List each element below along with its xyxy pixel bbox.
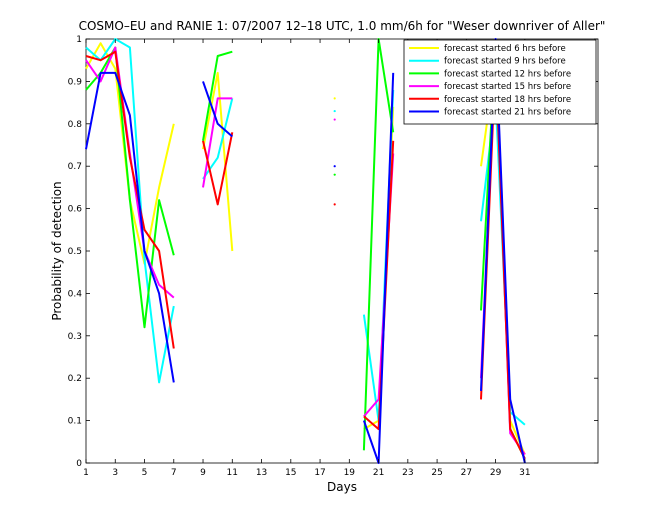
x-tick-label: 25 xyxy=(431,468,442,478)
y-tick-label: 0.1 xyxy=(68,417,82,427)
legend-entry: forecast started 15 hrs before xyxy=(444,82,571,92)
x-tick-label: 5 xyxy=(142,468,148,478)
series-line-segment xyxy=(85,71,175,383)
y-tick-label: 0.3 xyxy=(68,332,82,342)
y-tick-label: 0.4 xyxy=(68,289,83,299)
series-point xyxy=(333,97,336,100)
legend-entry: forecast started 6 hrs before xyxy=(444,44,566,54)
series-point xyxy=(333,109,336,113)
series-point xyxy=(333,165,336,168)
x-tick-label: 21 xyxy=(373,468,384,478)
chart-title: COSMO–EU and RANIE 1: 07/2007 12–18 UTC,… xyxy=(79,19,606,33)
series-line-segment xyxy=(480,38,526,464)
series-line-segment xyxy=(202,98,234,180)
legend-box xyxy=(403,39,597,125)
y-tick-label: 0.9 xyxy=(68,77,83,87)
y-tick-label: 1 xyxy=(76,35,82,45)
x-tick-label: 13 xyxy=(256,468,267,478)
x-tick-label: 19 xyxy=(344,468,356,478)
y-tick-label: 0.6 xyxy=(68,205,83,215)
x-tick-label: 15 xyxy=(285,468,296,478)
series-point xyxy=(333,203,336,206)
x-tick-label: 1 xyxy=(83,468,89,478)
y-tick-label: 0.2 xyxy=(68,374,82,384)
x-tick-label: 11 xyxy=(227,468,238,478)
legend-entry: forecast started 12 hrs before xyxy=(444,69,571,79)
y-tick-label: 0.5 xyxy=(68,247,82,257)
legend-entry: forecast started 21 hrs before xyxy=(444,108,571,118)
series-line-segment xyxy=(202,81,233,138)
series-point xyxy=(333,173,336,176)
series-point xyxy=(333,118,336,121)
x-tick-label: 31 xyxy=(519,468,530,478)
series-line-segment xyxy=(202,132,234,206)
legend-entry: forecast started 9 hrs before xyxy=(444,57,566,67)
y-tick-label: 0 xyxy=(76,459,82,469)
axis-ticks: 1 3 5 7 9 11 13 15 17 19 21 23 25 27 29 3100.10.20.30.4… xyxy=(68,35,598,478)
series-line-segment xyxy=(363,140,395,431)
x-tick-label: 3 xyxy=(112,468,118,478)
legend: forecast started 6 hrs before forecast st… xyxy=(403,39,597,125)
x-tick-label: 27 xyxy=(461,468,472,478)
x-tick-label: 9 xyxy=(200,468,206,478)
x-axis-title: Days xyxy=(327,480,357,494)
y-tick-label: 0.8 xyxy=(68,120,83,130)
legend-entry: forecast started 18 hrs before xyxy=(444,95,571,105)
series-line-segment xyxy=(202,50,233,141)
series-line-segment xyxy=(85,50,175,349)
series-line-segment xyxy=(202,71,234,252)
x-tick-label: 7 xyxy=(171,468,177,478)
y-tick-label: 0.7 xyxy=(68,162,82,172)
series-layer xyxy=(85,38,526,464)
x-tick-label: 23 xyxy=(402,468,413,478)
x-tick-label: 17 xyxy=(314,468,325,478)
y-axis-title: Probability of detection xyxy=(50,181,64,320)
x-tick-label: 29 xyxy=(490,468,502,478)
